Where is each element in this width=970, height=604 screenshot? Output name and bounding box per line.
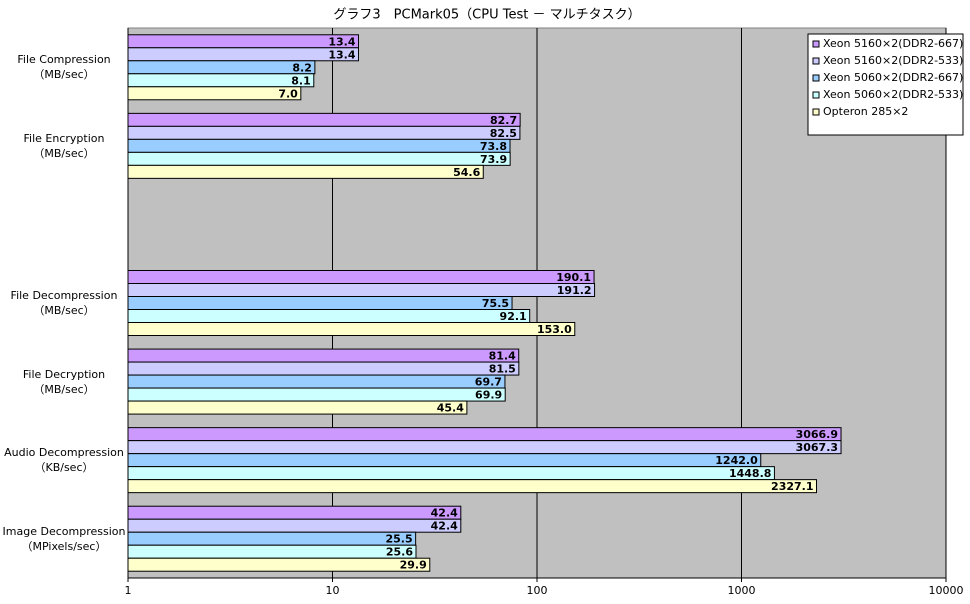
bar xyxy=(127,557,431,572)
bar xyxy=(127,531,417,546)
data-label: 8.2 xyxy=(292,61,312,74)
bar xyxy=(127,138,511,153)
y-tick-label: File Compression （MB/sec） xyxy=(17,53,111,82)
data-label: 82.7 xyxy=(490,114,517,127)
bar xyxy=(127,86,302,101)
data-label: 3067.3 xyxy=(796,441,838,454)
data-label: 153.0 xyxy=(537,323,572,336)
data-label: 1242.0 xyxy=(715,454,758,467)
data-label: 73.8 xyxy=(480,140,507,153)
data-label: 69.9 xyxy=(475,389,502,402)
bar xyxy=(127,164,484,179)
bar xyxy=(127,374,506,389)
legend-frame xyxy=(807,33,964,136)
data-label: 13.4 xyxy=(328,35,355,48)
data-label: 45.4 xyxy=(437,402,464,415)
bar xyxy=(127,348,520,363)
legend-label: Xeon 5060×2(DDR2-667) xyxy=(823,71,963,84)
legend-swatch xyxy=(812,57,820,65)
data-label: 8.1 xyxy=(291,74,311,87)
legend-swatch xyxy=(812,74,820,82)
bar xyxy=(127,270,595,284)
data-label: 190.1 xyxy=(556,271,591,284)
data-label: 3066.9 xyxy=(796,428,838,441)
bar xyxy=(127,309,531,323)
bar xyxy=(127,112,521,127)
y-tick-label: Audio Decompression （KB/sec） xyxy=(4,446,124,475)
bar xyxy=(127,466,775,481)
y-tick-label: Image Decompression （MPixels/sec） xyxy=(2,524,126,553)
bar xyxy=(127,283,596,297)
y-tick-label: File Encryption （MB/sec） xyxy=(23,131,105,160)
bar xyxy=(127,479,818,494)
bar xyxy=(127,125,521,140)
data-label: 69.7 xyxy=(475,376,502,389)
data-label: 25.6 xyxy=(386,546,413,559)
legend-label: Xeon 5160×2(DDR2-533) xyxy=(823,54,963,67)
legend-swatch xyxy=(812,40,820,48)
data-label: 54.6 xyxy=(453,166,480,179)
data-label: 75.5 xyxy=(482,297,509,310)
data-label: 29.9 xyxy=(400,559,427,572)
x-tick-label: 1000 xyxy=(728,584,756,597)
bar xyxy=(127,296,513,310)
bar xyxy=(127,400,468,415)
bar xyxy=(127,34,359,49)
x-tick-label: 10000 xyxy=(929,584,964,597)
legend-swatch xyxy=(812,108,820,116)
data-label: 42.4 xyxy=(431,520,458,533)
bar xyxy=(127,361,520,376)
chart-title: グラフ3 PCMark05（CPU Test － マルチタスク） xyxy=(333,8,640,23)
y-tick-label: File Decompression （MB/sec） xyxy=(10,289,118,317)
data-label: 81.4 xyxy=(489,350,516,363)
bar xyxy=(127,47,359,62)
bar xyxy=(127,440,842,455)
bar xyxy=(127,60,316,75)
data-label: 191.2 xyxy=(557,284,592,297)
bar xyxy=(127,387,506,402)
legend-label: Opteron 285×2 xyxy=(823,105,908,118)
data-label: 1448.8 xyxy=(729,467,771,480)
legend-label: Xeon 5060×2(DDR2-533) xyxy=(823,88,963,101)
bar xyxy=(127,322,576,336)
x-tick-label: 100 xyxy=(527,584,548,597)
data-label: 7.0 xyxy=(278,87,298,100)
bar xyxy=(127,544,417,559)
data-label: 73.9 xyxy=(480,153,507,166)
bar xyxy=(127,427,842,442)
data-label: 92.1 xyxy=(500,310,527,323)
y-tick-label: File Decryption （MB/sec） xyxy=(22,367,106,396)
data-label: 13.4 xyxy=(328,48,355,61)
x-tick-label: 10 xyxy=(326,584,340,597)
bar xyxy=(127,518,462,533)
bar xyxy=(127,151,511,166)
bar xyxy=(127,505,462,520)
data-label: 82.5 xyxy=(490,127,517,140)
data-label: 25.5 xyxy=(385,533,412,546)
legend-swatch xyxy=(812,91,820,99)
x-tick-label: 1 xyxy=(125,584,132,597)
bar xyxy=(127,453,762,468)
legend-label: Xeon 5160×2(DDR2-667) xyxy=(823,37,963,50)
bar xyxy=(127,73,315,88)
data-label: 81.5 xyxy=(489,363,516,376)
data-label: 2327.1 xyxy=(771,480,813,493)
data-label: 42.4 xyxy=(431,507,458,520)
